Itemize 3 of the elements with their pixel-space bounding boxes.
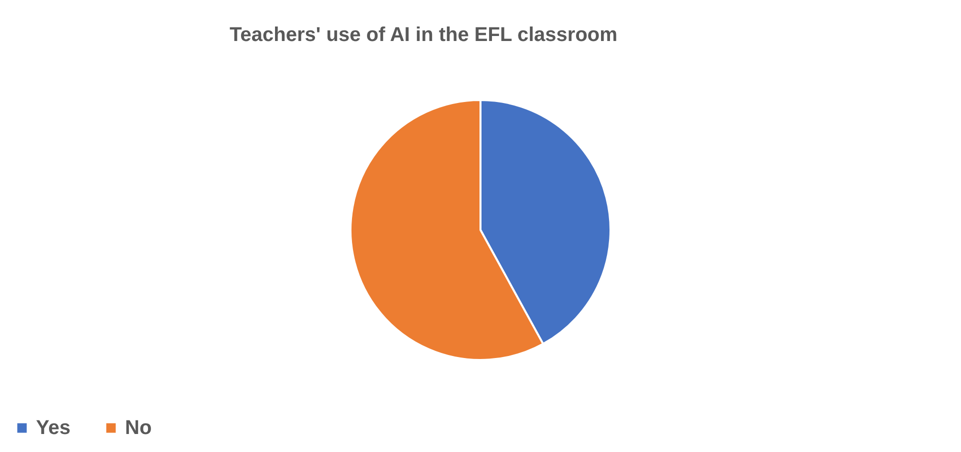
legend-label: No bbox=[125, 417, 152, 439]
chart-title: Teachers' use of AI in the EFL classroom bbox=[230, 24, 618, 46]
legend-label: Yes bbox=[36, 417, 70, 439]
